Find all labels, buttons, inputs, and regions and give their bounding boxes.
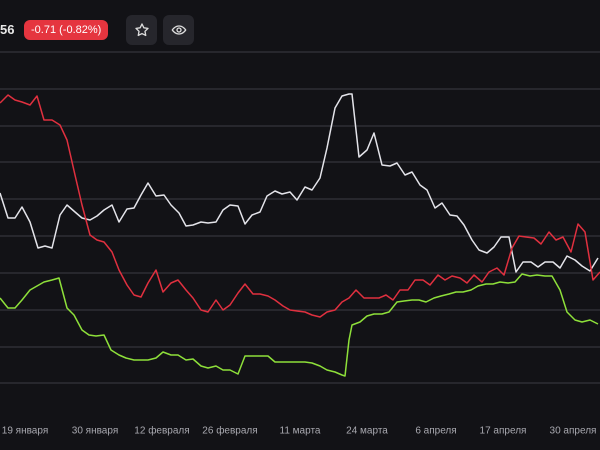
eye-icon [171,25,186,35]
series-line [0,94,600,318]
favorite-button[interactable] [126,15,157,45]
change-badge: -0.71 (-0.82%) [24,20,109,40]
watch-button[interactable] [163,15,194,45]
x-tick-label: 6 апреля [415,426,456,437]
series-line [0,93,599,273]
price: 56 [0,22,15,37]
x-tick-label: 24 марта [346,426,388,437]
x-tick-label: 19 января [2,426,48,437]
toolbar: 56 -0.71 (-0.82%) [0,0,600,48]
x-tick-label: 11 марта [280,426,321,437]
x-tick-label: 30 января [72,426,118,437]
x-tick-label: 17 апреля [480,426,527,437]
x-tick-label: 30 апреля [550,426,597,437]
star-icon [134,23,149,37]
series-line [0,273,599,377]
x-tick-label: 12 февраля [134,425,189,437]
x-tick-label: 26 февраля [202,425,257,437]
